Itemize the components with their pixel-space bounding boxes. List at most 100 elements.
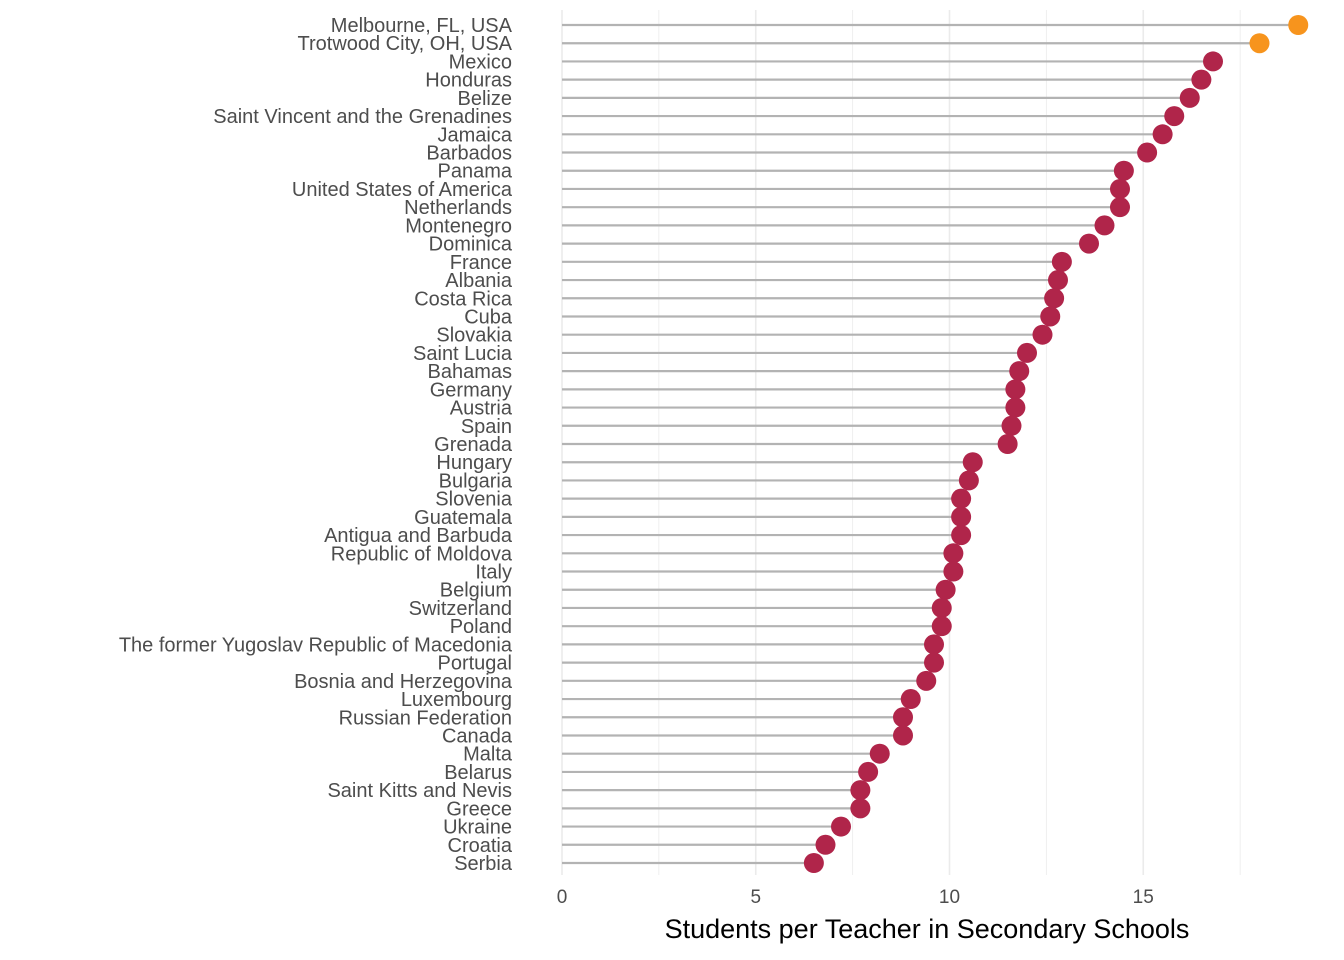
- data-point: [951, 525, 972, 546]
- y-axis-label: Greece: [446, 798, 512, 820]
- data-point: [1032, 324, 1053, 345]
- data-point: [858, 761, 879, 782]
- y-axis-label: Poland: [450, 616, 512, 638]
- x-tick-label: 5: [750, 887, 761, 908]
- data-point: [893, 725, 913, 746]
- y-axis-label: Switzerland: [409, 598, 512, 620]
- y-axis-label: Serbia: [454, 853, 513, 875]
- data-point: [893, 707, 913, 728]
- data-point: [1005, 397, 1026, 418]
- y-axis-label: United States of America: [292, 179, 513, 201]
- y-axis-label: France: [450, 252, 512, 274]
- data-point: [951, 488, 972, 509]
- data-point: [1113, 160, 1134, 181]
- data-point: [1203, 51, 1223, 72]
- highlight-point: [1288, 15, 1309, 35]
- data-point: [1094, 215, 1115, 236]
- data-point: [943, 543, 964, 564]
- y-axis-label: Austria: [450, 398, 513, 420]
- y-axis-label: Ukraine: [443, 817, 512, 839]
- y-axis-label: Russian Federation: [339, 707, 512, 729]
- y-axis-label: Bahamas: [428, 361, 513, 383]
- y-axis-label: Trotwood City, OH, USA: [298, 33, 513, 55]
- x-tick-label: 15: [1133, 887, 1154, 908]
- x-tick-label: 0: [557, 887, 568, 908]
- y-axis-label: Belarus: [444, 762, 512, 784]
- data-point: [1152, 124, 1173, 145]
- y-axis-label: Montenegro: [405, 215, 512, 237]
- data-point: [924, 652, 944, 673]
- data-point: [958, 470, 979, 491]
- y-axis-label: Dominica: [429, 234, 513, 256]
- x-axis-ticks: 0 5 10 15: [557, 887, 1154, 908]
- data-point: [1051, 251, 1072, 272]
- y-axis-label: Albania: [445, 270, 513, 292]
- data-point: [1048, 270, 1068, 291]
- y-axis-label: Antigua and Barbuda: [324, 525, 513, 547]
- y-axis-label: Germany: [430, 379, 512, 401]
- highlight-point: [1249, 33, 1270, 54]
- y-axis-label: Saint Lucia: [413, 343, 513, 365]
- data-point: [916, 670, 937, 691]
- y-axis-label: Luxembourg: [401, 689, 512, 711]
- y-axis-label: Slovakia: [436, 325, 512, 347]
- y-axis-label: Belgium: [440, 580, 512, 602]
- data-point: [951, 506, 972, 527]
- data-point: [869, 743, 890, 764]
- data-point: [850, 798, 871, 819]
- data-point: [1179, 87, 1200, 108]
- data-point: [1005, 379, 1026, 400]
- y-axis-label: Bulgaria: [439, 470, 513, 492]
- y-axis-label: Grenada: [434, 434, 513, 456]
- y-axis-label: Malta: [463, 744, 513, 766]
- data-point: [931, 597, 952, 618]
- y-axis-label: Honduras: [425, 70, 512, 92]
- data-point: [803, 853, 824, 873]
- data-point: [935, 579, 956, 600]
- y-axis-label: Italy: [475, 562, 512, 584]
- x-tick-label: 10: [939, 887, 960, 908]
- data-point: [1191, 69, 1212, 90]
- y-axis-label: Jamaica: [438, 124, 513, 146]
- y-axis-label: Saint Kitts and Nevis: [327, 780, 512, 802]
- y-axis-label: Cuba: [464, 306, 513, 328]
- y-axis-label: Croatia: [448, 835, 513, 857]
- data-point: [997, 434, 1018, 454]
- data-point: [1009, 361, 1030, 382]
- y-axis-label: Guatemala: [414, 507, 513, 529]
- y-axis-label: Spain: [461, 416, 512, 438]
- data-point: [1040, 306, 1061, 327]
- data-point: [1001, 415, 1022, 436]
- y-axis-label: Netherlands: [404, 197, 512, 219]
- data-point: [1044, 288, 1065, 309]
- data-point: [962, 452, 983, 473]
- y-axis-label: Belize: [458, 88, 512, 110]
- data-point: [850, 780, 871, 801]
- y-axis-label: Slovenia: [435, 489, 513, 511]
- data-point: [924, 634, 944, 655]
- data-points: [803, 15, 1309, 873]
- stems: [562, 23, 1299, 865]
- data-point: [943, 561, 964, 582]
- y-axis-label: Mexico: [449, 51, 512, 73]
- y-axis-label: Hungary: [436, 452, 512, 474]
- data-point: [1164, 106, 1185, 127]
- y-axis-label: The former Yugoslav Republic of Macedoni…: [119, 634, 513, 656]
- y-axis-label: Costa Rica: [414, 288, 513, 310]
- data-point: [1137, 142, 1158, 163]
- data-point: [1110, 178, 1130, 199]
- y-axis-label: Melbourne, FL, USA: [331, 15, 513, 37]
- x-axis-title: Students per Teacher in Secondary School…: [665, 914, 1190, 944]
- data-point: [815, 834, 836, 855]
- data-point: [931, 616, 952, 637]
- y-axis-label: Canada: [442, 725, 513, 747]
- y-axis-label: Bosnia and Herzegovina: [294, 671, 513, 693]
- y-axis-label: Panama: [438, 161, 513, 183]
- data-point: [1079, 233, 1099, 254]
- y-axis-label: Portugal: [438, 653, 513, 675]
- y-axis-label: Saint Vincent and the Grenadines: [213, 106, 512, 128]
- data-point: [1110, 197, 1130, 218]
- data-point: [900, 689, 921, 710]
